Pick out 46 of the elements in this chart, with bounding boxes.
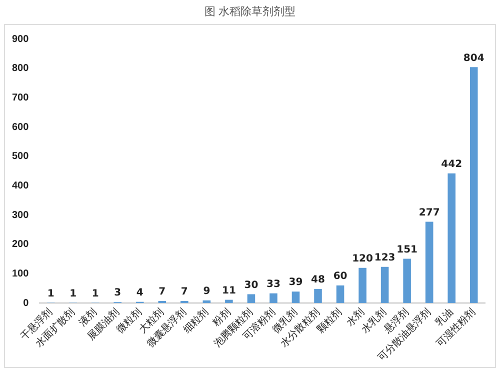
data-label: 151 — [396, 244, 418, 256]
bar — [292, 292, 300, 304]
bar — [158, 300, 166, 304]
bar — [180, 300, 188, 304]
y-tick-label: 100 — [12, 268, 30, 280]
chart-title: 图 水稻除草剂剂型 — [203, 4, 297, 19]
data-label: 30 — [244, 280, 258, 291]
bar — [380, 266, 389, 304]
bar — [470, 67, 478, 304]
y-tick-label: 800 — [12, 63, 30, 74]
data-label: 277 — [418, 207, 440, 218]
y-tick-label: 500 — [12, 151, 30, 162]
data-label: 48 — [311, 274, 326, 286]
data-label: 1 — [92, 288, 99, 300]
data-label: 7 — [180, 286, 188, 298]
data-label: 120 — [352, 253, 374, 264]
y-tick-label: 600 — [12, 122, 30, 133]
data-label: 1 — [70, 288, 77, 300]
y-tick-label: 0 — [23, 298, 30, 309]
bar — [425, 222, 434, 304]
y-tick-label: 300 — [12, 210, 30, 221]
y-tick-label: 900 — [12, 34, 30, 45]
data-label: 1 — [47, 288, 54, 300]
bar — [202, 300, 211, 304]
data-label: 123 — [374, 252, 396, 264]
data-label: 4 — [136, 287, 144, 298]
bar — [448, 173, 456, 304]
data-label: 60 — [333, 271, 348, 282]
y-tick-label: 200 — [12, 239, 30, 250]
bar — [270, 293, 278, 304]
data-label: 39 — [288, 277, 303, 288]
bar — [403, 258, 411, 304]
data-label: 33 — [266, 278, 280, 290]
data-label: 442 — [441, 158, 462, 170]
data-label: 11 — [222, 285, 236, 296]
y-tick-label: 700 — [12, 92, 30, 104]
bar — [225, 300, 233, 304]
bar — [336, 285, 344, 304]
data-label: 9 — [203, 286, 210, 297]
y-tick-label: 400 — [12, 180, 30, 192]
data-label: 804 — [463, 52, 484, 64]
data-label: 3 — [114, 288, 122, 299]
bar — [314, 288, 322, 304]
bar — [358, 268, 366, 304]
bar — [247, 294, 256, 304]
data-label: 7 — [158, 286, 166, 298]
